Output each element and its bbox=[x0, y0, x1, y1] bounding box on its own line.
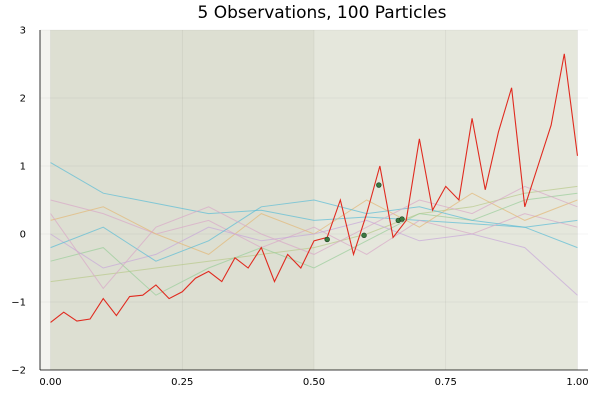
observation-point bbox=[361, 232, 367, 239]
observation-point bbox=[324, 236, 330, 243]
y-tick-label: 2 bbox=[20, 94, 26, 105]
band-shade bbox=[40, 30, 314, 370]
particle-path bbox=[50, 162, 578, 228]
observation-point bbox=[399, 216, 405, 222]
true-path bbox=[50, 53, 579, 323]
particle-path bbox=[50, 219, 578, 296]
x-tick-label: 1.00 bbox=[566, 377, 588, 388]
particle-path bbox=[50, 199, 578, 255]
y-tick-label: 3 bbox=[20, 26, 26, 37]
x-tick-label: 0.00 bbox=[39, 377, 61, 388]
x-tick-label: 0.25 bbox=[171, 377, 193, 388]
tick-labels: 0.00 0.25 0.50 0.75 1.00 −2 −1 0 1 2 3 bbox=[11, 26, 588, 389]
y-tick-label: −1 bbox=[11, 298, 26, 309]
chart-title: 5 Observations, 100 Particles bbox=[198, 3, 447, 23]
particle-path bbox=[50, 192, 578, 296]
x-tick-label: 0.50 bbox=[303, 377, 325, 388]
y-tick-label: 0 bbox=[20, 230, 26, 241]
y-tick-label: −2 bbox=[11, 366, 26, 377]
x-tick-label: 0.75 bbox=[435, 377, 457, 388]
plot-area bbox=[39, 29, 588, 371]
particle-path bbox=[50, 199, 578, 262]
observation-point bbox=[376, 182, 382, 188]
y-tick-label: 1 bbox=[20, 162, 26, 173]
particle-path bbox=[50, 185, 578, 290]
